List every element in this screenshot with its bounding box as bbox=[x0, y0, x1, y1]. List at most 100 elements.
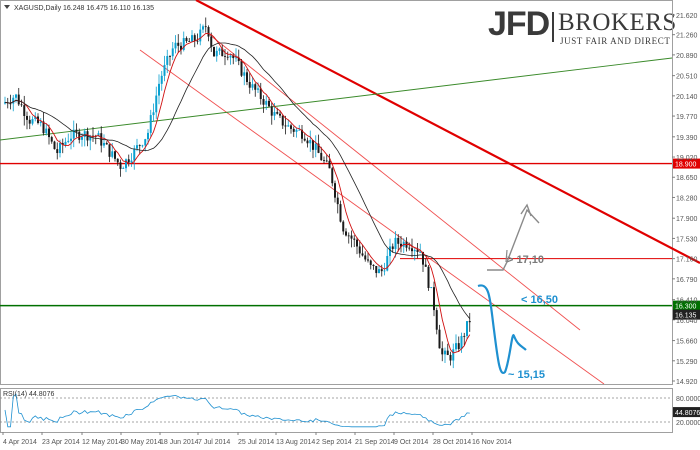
candle-body bbox=[433, 287, 435, 311]
y-tick-label: 21.620 bbox=[676, 13, 698, 20]
y-tick-label: 17.160 bbox=[676, 257, 698, 264]
candle-body bbox=[386, 255, 389, 271]
candle-body bbox=[81, 136, 83, 140]
y-tick-label: 15.290 bbox=[676, 359, 698, 366]
scenario-annotation: ~ 15,15 bbox=[508, 369, 545, 381]
candle-body bbox=[166, 56, 169, 65]
candle-body bbox=[251, 84, 254, 88]
candle-body bbox=[468, 321, 471, 323]
candle-body bbox=[97, 133, 100, 137]
candle-body bbox=[378, 269, 380, 274]
candle-body bbox=[408, 247, 411, 249]
candle-body bbox=[23, 105, 26, 116]
candle-body bbox=[279, 113, 281, 116]
candle-body bbox=[303, 138, 306, 141]
candle-body bbox=[369, 260, 372, 265]
candle-body bbox=[306, 140, 309, 144]
y-tick-label: 20.510 bbox=[676, 74, 698, 81]
scenario-annotation: > 17,10 bbox=[507, 254, 544, 266]
logo-divider bbox=[552, 12, 554, 42]
candle-body bbox=[290, 125, 292, 129]
candle-body bbox=[350, 235, 353, 239]
candle-body bbox=[254, 84, 257, 90]
candle-body bbox=[92, 135, 94, 137]
candle-body bbox=[207, 27, 210, 37]
candle-body bbox=[460, 335, 463, 349]
main-trend-line bbox=[195, 0, 700, 264]
candle-body bbox=[59, 142, 61, 154]
candle-body bbox=[83, 131, 86, 137]
candle-body bbox=[160, 75, 163, 84]
candle-body bbox=[158, 83, 160, 96]
candle-body bbox=[237, 57, 240, 62]
candle-body bbox=[78, 131, 81, 140]
candle-body bbox=[122, 168, 125, 169]
chart-labels: 21.620 21.260 20.890 20.510 20.140 19.770 19.3… bbox=[3, 5, 700, 446]
level-price-box bbox=[673, 300, 700, 311]
candle-body bbox=[136, 145, 138, 149]
candle-body bbox=[185, 38, 188, 42]
channel-upper-line bbox=[209, 34, 581, 331]
candle-body bbox=[356, 239, 358, 247]
candle-body bbox=[361, 253, 364, 256]
candle-body bbox=[446, 350, 449, 355]
candle-body bbox=[72, 129, 75, 139]
candle-body bbox=[53, 141, 56, 150]
bearish-scenario-path bbox=[477, 284, 527, 375]
candle-body bbox=[119, 162, 122, 169]
y-tick-label: 19.770 bbox=[676, 114, 698, 121]
x-tick-label: 12 May 2014 bbox=[82, 439, 123, 446]
candle-body bbox=[182, 38, 185, 50]
rsi-line bbox=[4, 393, 470, 428]
current-price-label: 16.135 bbox=[675, 313, 697, 320]
candle-body bbox=[295, 129, 298, 132]
candle-body bbox=[39, 121, 42, 124]
candle-body bbox=[394, 237, 397, 249]
candle-body bbox=[48, 128, 50, 138]
candle-body bbox=[435, 310, 438, 330]
level-price-label: 18.900 bbox=[675, 162, 697, 169]
candle-body bbox=[199, 29, 202, 42]
candle-body bbox=[180, 45, 182, 50]
candle-body bbox=[111, 151, 114, 157]
candle-body bbox=[34, 116, 37, 120]
candle-body bbox=[309, 140, 312, 144]
x-tick-label: 9 Oct 2014 bbox=[394, 439, 428, 446]
candle-body bbox=[389, 246, 391, 256]
candle-body bbox=[138, 145, 141, 146]
rsi-panel bbox=[0, 388, 700, 435]
rsi-level-label: 20.0000 bbox=[676, 420, 700, 427]
level-price-box bbox=[673, 158, 700, 169]
candle-body bbox=[397, 237, 400, 244]
candle-body bbox=[268, 100, 270, 107]
candle-body bbox=[149, 115, 152, 133]
candle-body bbox=[430, 287, 433, 288]
candle-body bbox=[292, 128, 295, 132]
candle-body bbox=[246, 72, 248, 82]
y-tick-label: 20.140 bbox=[676, 94, 698, 101]
candle-body bbox=[155, 95, 158, 113]
y-tick-label: 19.020 bbox=[676, 155, 698, 162]
bullish-tick bbox=[505, 249, 508, 263]
candle-body bbox=[463, 335, 466, 337]
y-tick-label: 20.890 bbox=[676, 53, 698, 60]
green-trend-line bbox=[0, 57, 673, 141]
y-tick-label: 17.530 bbox=[676, 236, 698, 243]
symbol-header-icon bbox=[4, 5, 10, 9]
bullish-arrowhead bbox=[520, 203, 532, 217]
candle-body bbox=[15, 94, 17, 98]
slow-moving-average bbox=[4, 42, 471, 320]
candle-body bbox=[141, 145, 144, 147]
candle-body bbox=[75, 129, 78, 132]
candle-body bbox=[259, 88, 262, 100]
rsi-current-box bbox=[673, 407, 700, 418]
candle-body bbox=[204, 26, 207, 28]
y-tick-label: 18.650 bbox=[676, 175, 698, 182]
candle-body bbox=[50, 137, 53, 142]
rsi-frame bbox=[0, 388, 673, 433]
candle-body bbox=[364, 255, 367, 260]
x-tick-label: 23 Apr 2014 bbox=[42, 439, 80, 446]
main-panel bbox=[0, 0, 700, 385]
y-tick-label: 17.900 bbox=[676, 216, 698, 223]
